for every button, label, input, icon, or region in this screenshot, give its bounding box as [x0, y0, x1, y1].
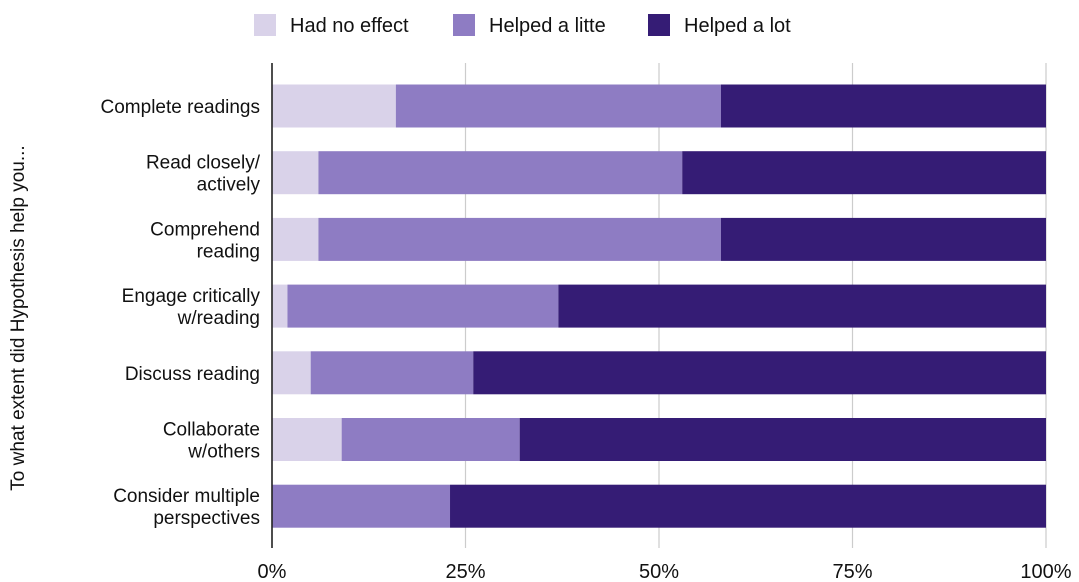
bar-segment	[272, 418, 342, 461]
category-label-line: Complete readings	[101, 97, 260, 118]
category-label-line: w/others	[187, 442, 260, 463]
legend-swatch	[648, 14, 670, 36]
category-label-line: Read closely/	[146, 153, 261, 174]
bar-segment	[272, 84, 396, 128]
bar-segment	[720, 217, 1046, 261]
bar-segment	[272, 484, 451, 528]
x-tick-label: 100%	[1020, 561, 1071, 582]
legend-item: Had no effect	[254, 14, 409, 37]
legend-swatch	[254, 14, 276, 36]
category-label: Discuss reading	[125, 364, 260, 385]
legend-label: Had no effect	[290, 15, 409, 37]
category-label-line: Consider multiple	[113, 486, 260, 507]
category-label: Read closely/actively	[146, 153, 261, 196]
bar-segment	[272, 151, 319, 195]
y-axis-label: To what extent did Hypothesis help you..…	[8, 145, 29, 490]
x-tick-labels: 0% 25% 50% 75% 100%	[258, 561, 1072, 582]
category-label-line: Comprehend	[150, 219, 260, 240]
legend-label: Helped a litte	[489, 15, 606, 37]
bar-segment	[272, 217, 319, 261]
bar-segment	[720, 84, 1046, 128]
bar-segment	[310, 351, 474, 395]
bar-segment	[287, 284, 559, 328]
bar-segment	[272, 351, 311, 395]
bar-segment	[318, 217, 721, 261]
bar-segment	[341, 418, 520, 461]
bar-segment	[272, 284, 288, 328]
x-tick-label: 0%	[258, 561, 287, 582]
category-label-line: Collaborate	[163, 420, 260, 441]
category-label-line: Discuss reading	[125, 364, 260, 385]
legend-item: Helped a litte	[453, 14, 606, 37]
legend-item: Helped a lot	[648, 14, 791, 37]
category-label-line: Engage critically	[122, 286, 261, 307]
category-labels: Complete readings Read closely/actively Co…	[101, 97, 261, 529]
legend-label: Helped a lot	[684, 15, 791, 37]
category-label: Collaborate w/others	[163, 420, 260, 463]
category-label-line: reading	[197, 241, 260, 262]
category-label: Consider multiple perspectives	[113, 486, 260, 529]
bar-segment	[519, 418, 1046, 461]
category-label: Comprehend reading	[150, 219, 260, 262]
bar-segment	[450, 484, 1046, 528]
bar-segment	[395, 84, 721, 128]
category-label: Engage critically w/reading	[122, 286, 261, 329]
category-label-line: perspectives	[153, 508, 260, 529]
legend: Had no effect Helped a litte Helped a lot	[254, 14, 791, 37]
bars	[272, 84, 1046, 528]
x-tick-label: 50%	[639, 561, 679, 582]
category-label: Complete readings	[101, 97, 260, 118]
category-label-line: actively	[197, 175, 261, 196]
bar-segment	[682, 151, 1046, 195]
category-label-line: w/reading	[177, 308, 260, 329]
bar-segment	[318, 151, 683, 195]
x-tick-label: 25%	[445, 561, 485, 582]
legend-swatch	[453, 14, 475, 36]
bar-segment	[558, 284, 1046, 328]
bar-segment	[473, 351, 1046, 395]
x-tick-label: 75%	[832, 561, 872, 582]
